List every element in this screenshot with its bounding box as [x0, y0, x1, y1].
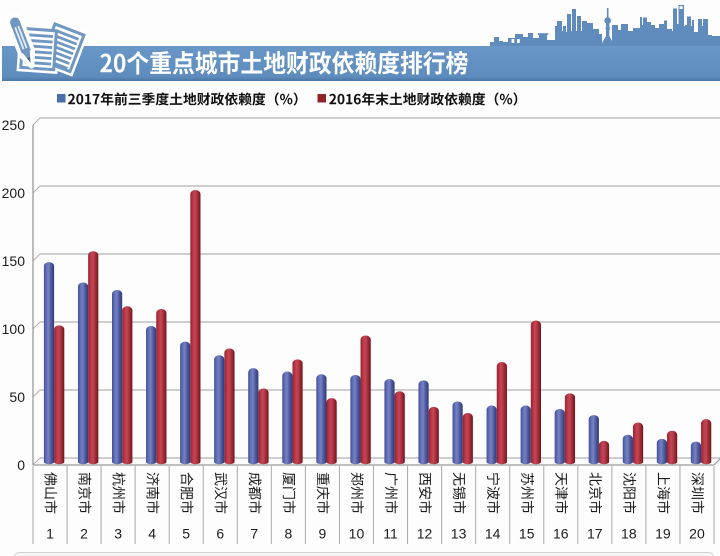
svg-text:17: 17 [587, 526, 603, 542]
svg-text:18: 18 [621, 526, 637, 542]
svg-text:12: 12 [417, 526, 433, 542]
svg-text:150: 150 [2, 253, 26, 269]
svg-text:8: 8 [284, 526, 292, 542]
svg-text:15: 15 [519, 526, 535, 542]
svg-text:9: 9 [319, 526, 327, 542]
svg-text:250: 250 [2, 117, 26, 133]
svg-text:4: 4 [148, 526, 156, 542]
svg-text:7: 7 [250, 526, 258, 542]
svg-text:19: 19 [655, 526, 671, 542]
svg-text:2: 2 [80, 526, 88, 542]
svg-text:13: 13 [451, 526, 467, 542]
svg-text:5: 5 [182, 526, 190, 542]
svg-text:14: 14 [485, 526, 501, 542]
svg-text:1: 1 [46, 526, 54, 542]
svg-text:0: 0 [17, 457, 25, 473]
svg-text:6: 6 [216, 526, 224, 542]
svg-text:100: 100 [2, 321, 26, 337]
svg-text:10: 10 [349, 526, 365, 542]
svg-text:200: 200 [2, 185, 26, 201]
svg-text:11: 11 [383, 526, 398, 542]
svg-text:16: 16 [553, 526, 569, 542]
svg-text:20: 20 [689, 526, 705, 542]
svg-text:3: 3 [114, 526, 122, 542]
svg-text:50: 50 [9, 389, 25, 405]
